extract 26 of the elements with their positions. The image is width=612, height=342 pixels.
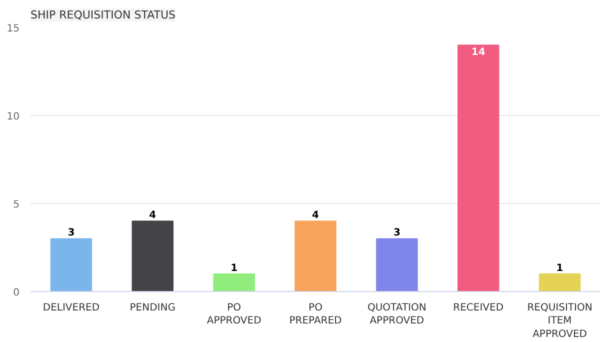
- data-label: 3: [68, 228, 75, 239]
- chart-title: SHIP REQUISITION STATUS: [30, 8, 176, 22]
- bar: [50, 238, 92, 292]
- x-tick-label: PO PREPARED: [289, 302, 342, 327]
- bar: [132, 220, 174, 292]
- bar: [538, 273, 581, 292]
- x-tick-label: PENDING: [130, 302, 176, 314]
- bar: [376, 238, 418, 292]
- bar: [213, 273, 255, 292]
- data-label: 1: [556, 262, 564, 274]
- x-tick-label: DELIVERED: [42, 302, 100, 314]
- x-tick-label: REQUISITION ITEM APPROVED: [527, 302, 592, 340]
- y-tick-label: 0: [13, 288, 20, 298]
- bar: [294, 220, 336, 292]
- x-tick-label: QUOTATION APPROVED: [367, 302, 426, 327]
- data-label: 1: [230, 262, 238, 274]
- data-label: 3: [393, 228, 400, 239]
- bar: [458, 44, 500, 292]
- y-tick-label: 10: [6, 112, 20, 122]
- y-tick-label: 15: [6, 24, 20, 34]
- y-tick-label: 5: [13, 200, 20, 210]
- data-label: 4: [149, 210, 156, 222]
- x-tick-label: RECEIVED: [453, 302, 504, 314]
- data-label: 4: [312, 210, 320, 222]
- x-tick-label: PO APPROVED: [206, 302, 262, 327]
- data-label: 14: [471, 47, 486, 58]
